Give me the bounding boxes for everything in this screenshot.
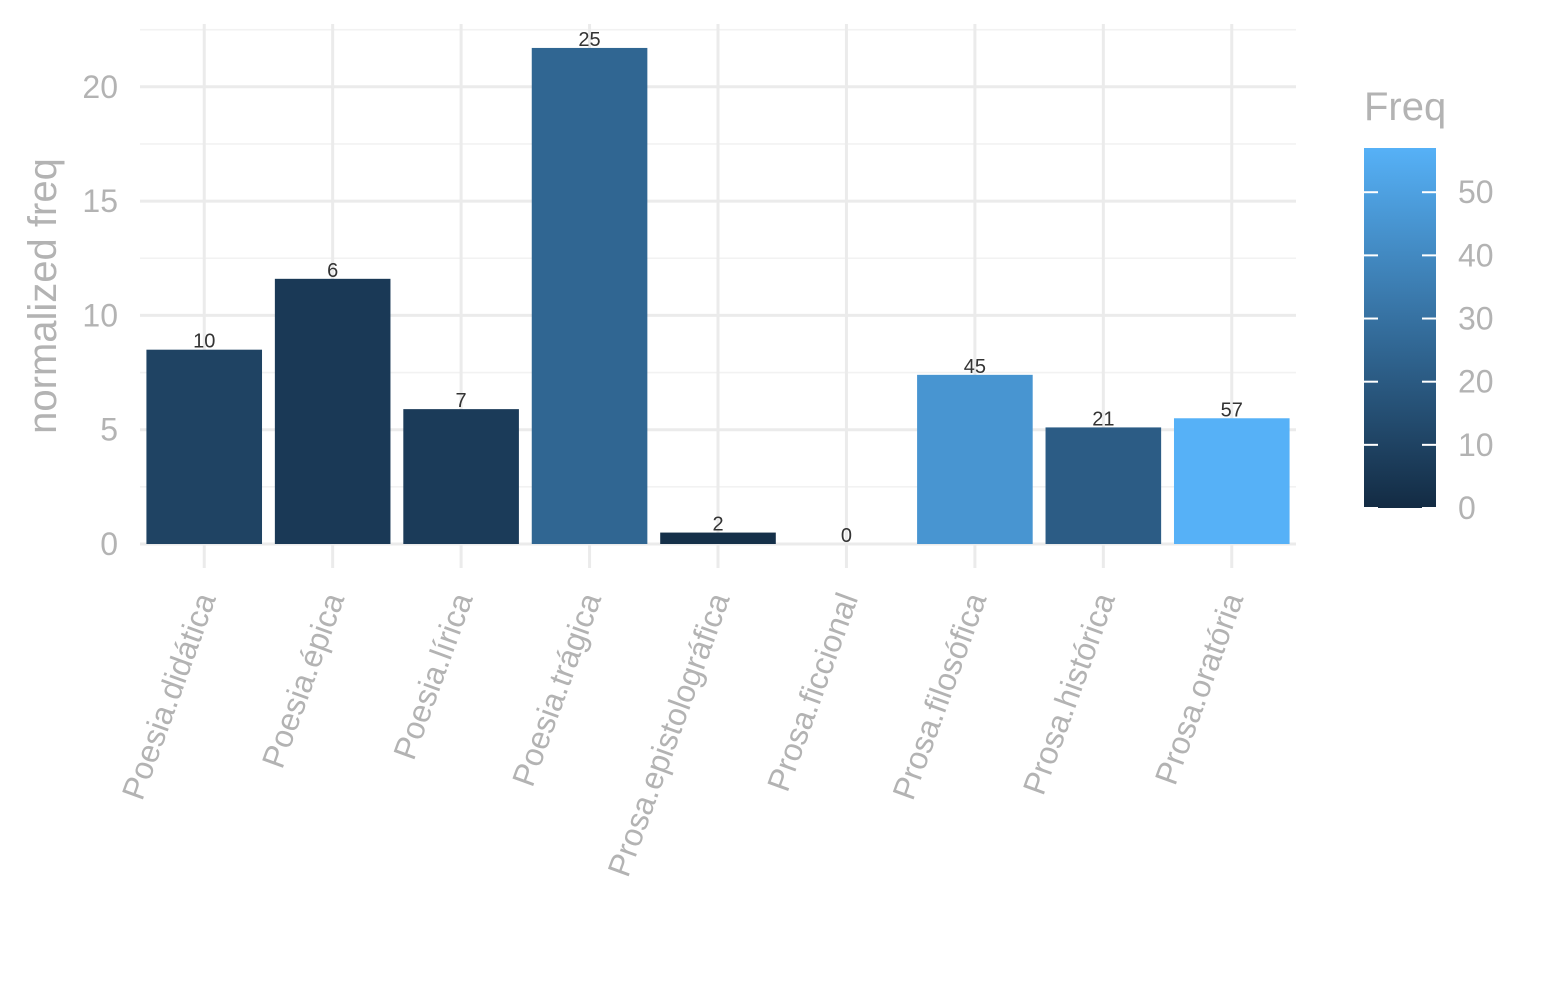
legend-tick-label: 20 — [1458, 364, 1494, 400]
bar-value-label: 57 — [1221, 399, 1243, 421]
bar-value-label: 10 — [193, 331, 215, 353]
y-tick-label: 10 — [82, 297, 118, 333]
legend-ticks: 0 10 20 30 40 50 — [1364, 174, 1494, 526]
x-tick-label: Poesia.épica — [255, 588, 352, 773]
y-tick-label: 0 — [100, 526, 118, 562]
bar-value-label: 6 — [327, 260, 338, 282]
y-axis-ticks: 0 5 10 15 20 — [82, 69, 118, 562]
y-tick-label: 15 — [82, 183, 118, 219]
legend-tick-label: 10 — [1458, 427, 1494, 463]
bar — [660, 532, 776, 544]
x-tick-label: Prosa.epistolográfica — [601, 588, 737, 881]
bar-value-label: 0 — [841, 525, 852, 547]
legend-tick-label: 50 — [1458, 174, 1494, 210]
x-tick-label: Prosa.filosófica — [885, 588, 993, 804]
legend-tick-label: 0 — [1458, 490, 1476, 526]
bar-value-label: 45 — [964, 356, 986, 378]
bar — [403, 409, 519, 544]
bar-labels: 10 6 7 25 2 0 45 21 57 — [193, 29, 1243, 547]
bar — [531, 47, 648, 545]
bar-value-label: 2 — [712, 514, 723, 536]
bar-value-label: 7 — [456, 390, 467, 412]
x-tick-label: Poesia.didática — [115, 588, 223, 804]
bar — [917, 374, 1033, 544]
bar — [1045, 427, 1162, 544]
bar — [274, 278, 391, 544]
x-tick-label: Poesia.trágica — [505, 588, 608, 791]
y-tick-label: 20 — [82, 69, 118, 105]
y-axis-title: normalized freq — [21, 158, 65, 434]
x-tick-label: Prosa.oratória — [1148, 588, 1251, 789]
legend-tick-label: 30 — [1458, 301, 1494, 337]
y-tick-label: 5 — [100, 412, 118, 448]
x-tick-label: Poesia.lírica — [386, 588, 480, 764]
x-tick-label: Prosa.ficcional — [760, 588, 865, 796]
bar-value-label: 25 — [578, 29, 600, 51]
legend-tick-label: 40 — [1458, 237, 1494, 273]
legend-colorbar — [1364, 148, 1436, 508]
bars — [146, 47, 1290, 545]
legend: Freq 0 10 20 30 40 50 — [1364, 85, 1494, 526]
x-axis-ticks: Poesia.didática Poesia.épica Poesia.lírica… — [115, 588, 1251, 881]
bar — [1173, 418, 1290, 544]
x-tick-label: Prosa.histórica — [1016, 588, 1122, 799]
bar-value-label: 21 — [1092, 408, 1114, 430]
bar — [146, 349, 263, 544]
legend-title: Freq — [1364, 85, 1446, 129]
